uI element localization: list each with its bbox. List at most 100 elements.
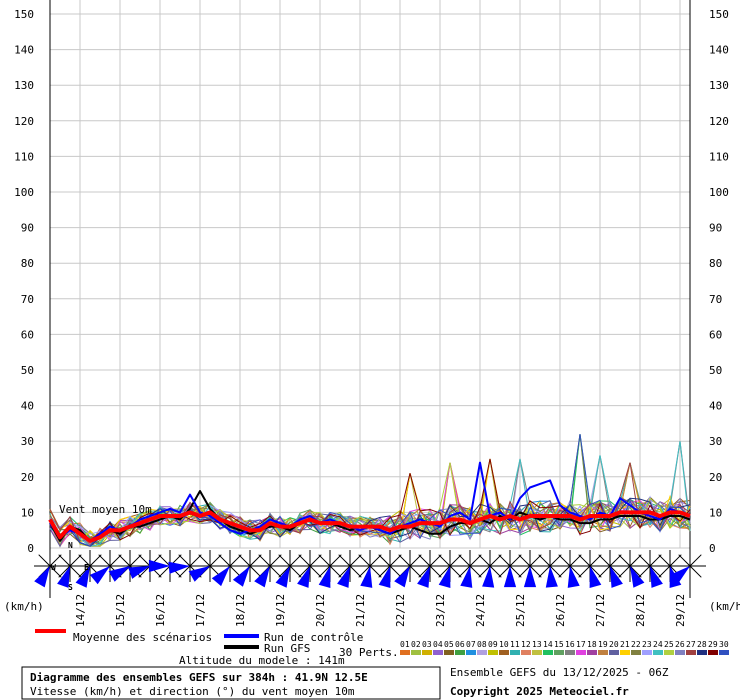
wind-direction-wedge bbox=[75, 566, 90, 588]
compass-spoke bbox=[589, 565, 602, 578]
wind-direction-wedge bbox=[630, 566, 645, 588]
legend-control-swatch bbox=[224, 634, 259, 638]
compass-spoke bbox=[349, 565, 362, 578]
y-tick-label-left: 110 bbox=[14, 150, 34, 163]
compass-spoke bbox=[269, 565, 282, 578]
altitude-label: Altitude du modele : 141m bbox=[179, 654, 345, 667]
compass-spoke bbox=[649, 565, 662, 578]
perturbation-swatch bbox=[488, 650, 498, 655]
compass-letter: S bbox=[68, 583, 73, 592]
y-tick-label-right: 70 bbox=[709, 293, 722, 306]
x-tick-label: 25/12 bbox=[514, 594, 527, 627]
compass-spoke bbox=[618, 565, 631, 578]
perturbation-id: 07 bbox=[466, 640, 476, 649]
x-tick-label: 21/12 bbox=[354, 594, 367, 627]
compass-spoke bbox=[289, 554, 302, 567]
wind-direction-wedge bbox=[523, 566, 537, 588]
y-tick-label-left: 30 bbox=[21, 435, 34, 448]
x-tick-label: 19/12 bbox=[274, 594, 287, 627]
legend-mean-swatch bbox=[35, 629, 66, 633]
compass-spoke bbox=[269, 554, 282, 567]
perturbation-swatch bbox=[499, 650, 509, 655]
compass-spoke bbox=[58, 565, 71, 578]
x-axis-labels: 14/12 15/12 16/12 17/12 18/12 19/12 20/12 21/12… bbox=[74, 594, 687, 627]
perturbation-id: 18 bbox=[587, 640, 597, 649]
wind-direction-wedge bbox=[57, 566, 70, 588]
perturbation-id: 20 bbox=[609, 640, 619, 649]
compass-spoke bbox=[218, 554, 231, 567]
compass-spoke bbox=[358, 554, 371, 567]
perturbation-swatch bbox=[444, 650, 454, 655]
perturbation-id: 27 bbox=[686, 640, 696, 649]
compass-spoke bbox=[409, 554, 422, 567]
x-tick-label: 22/12 bbox=[394, 594, 407, 627]
perturbation-id: 01 bbox=[400, 640, 410, 649]
wind-direction-wedge bbox=[482, 566, 495, 588]
wind-annotation: Vent moyen 10m bbox=[59, 503, 152, 516]
compass-spoke bbox=[329, 565, 342, 578]
wind-direction-wedge bbox=[669, 566, 690, 585]
perturbation-id: 08 bbox=[477, 640, 487, 649]
compass-spoke bbox=[138, 554, 151, 567]
y-unit-right: (km/h) bbox=[709, 600, 740, 613]
compass-spoke bbox=[178, 554, 191, 567]
perturbation-id: 13 bbox=[532, 640, 542, 649]
compass-spoke bbox=[389, 565, 402, 578]
y-tick-label-left: 130 bbox=[14, 79, 34, 92]
y-tick-label-right: 90 bbox=[709, 222, 722, 235]
compass-spoke bbox=[438, 554, 451, 567]
compass-spoke bbox=[458, 554, 471, 567]
compass-spoke bbox=[49, 565, 62, 578]
wind-direction-wedge bbox=[275, 566, 290, 588]
y-tick-label-left: 10 bbox=[21, 506, 34, 519]
compass-spoke bbox=[478, 565, 491, 578]
y-tick-label-left: 0 bbox=[27, 542, 34, 555]
y-tick-label-left: 90 bbox=[21, 222, 34, 235]
compass-spoke bbox=[78, 565, 91, 578]
perturbation-id: 10 bbox=[499, 640, 509, 649]
compass-spoke bbox=[429, 554, 442, 567]
mean-line bbox=[48, 510, 691, 543]
compass-spoke bbox=[89, 554, 102, 567]
compass-spoke bbox=[449, 565, 462, 578]
wind-direction-wedge bbox=[148, 559, 170, 573]
compass-spoke bbox=[338, 554, 351, 567]
perturbation-id: 04 bbox=[433, 640, 443, 649]
compass-spoke bbox=[278, 565, 291, 578]
compass-spoke bbox=[629, 554, 642, 567]
wind-direction-wedge bbox=[545, 566, 558, 588]
wind-direction-wedge bbox=[417, 566, 430, 588]
perturbation-swatch bbox=[719, 650, 729, 655]
perturbation-swatch bbox=[664, 650, 674, 655]
y-tick-label-left: 100 bbox=[14, 186, 34, 199]
compass-spoke bbox=[689, 565, 702, 578]
compass-spoke bbox=[229, 554, 242, 567]
compass-spoke bbox=[178, 565, 191, 578]
perturbation-swatch bbox=[400, 650, 410, 655]
y-tick-label-left: 20 bbox=[21, 471, 34, 484]
wind-direction-wedge bbox=[211, 566, 230, 587]
compass-spoke bbox=[278, 554, 291, 567]
compass-spoke bbox=[69, 554, 82, 567]
perturbation-swatch bbox=[532, 650, 542, 655]
perturbation-id: 25 bbox=[664, 640, 674, 649]
wind-direction-wedge bbox=[34, 566, 50, 588]
chart-title: Diagramme des ensembles GEFS sur 384h : … bbox=[30, 671, 368, 684]
compass-spoke bbox=[569, 554, 582, 567]
perturbation-swatch bbox=[543, 650, 553, 655]
perturbation-id: 17 bbox=[576, 640, 586, 649]
compass-letter: E bbox=[84, 563, 89, 572]
wind-direction-wedge bbox=[318, 566, 331, 588]
compass-spoke bbox=[469, 565, 482, 578]
perturbation-id: 16 bbox=[565, 640, 575, 649]
title-box bbox=[21, 666, 441, 700]
y-tick-label-right: 80 bbox=[709, 257, 722, 270]
perturbation-id: 29 bbox=[708, 640, 718, 649]
perturbation-id: 11 bbox=[510, 640, 520, 649]
y-tick-label-left: 120 bbox=[14, 115, 34, 128]
wind-direction-wedge bbox=[297, 566, 310, 588]
compass-spoke bbox=[498, 554, 511, 567]
perturbation-id: 14 bbox=[543, 640, 553, 649]
compass-spoke bbox=[289, 565, 302, 578]
wind-direction-wedge bbox=[337, 566, 350, 588]
